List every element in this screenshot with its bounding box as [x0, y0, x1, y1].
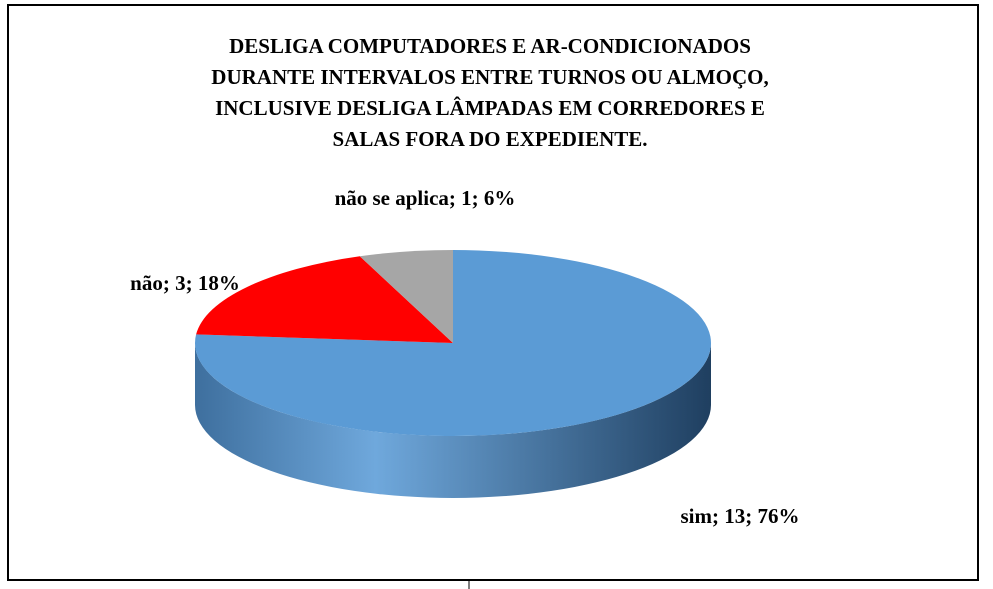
pie-slice [359, 250, 453, 343]
chart-title: DURANTE INTERVALOS ENTRE TURNOS OU ALMOÇ… [211, 65, 768, 89]
data-label: não se aplica; 1; 6% [335, 186, 516, 210]
chart-title: INCLUSIVE DESLIGA LÂMPADAS EM CORREDORES… [215, 96, 765, 120]
data-label: não; 3; 18% [130, 271, 240, 295]
chart-title: DESLIGA COMPUTADORES E AR-CONDICIONADOS [229, 34, 751, 58]
pie-side [195, 343, 711, 498]
data-label: sim; 13; 76% [681, 504, 800, 528]
pie-slice [196, 256, 453, 343]
chart-title: SALAS FORA DO EXPEDIENTE. [332, 127, 647, 151]
